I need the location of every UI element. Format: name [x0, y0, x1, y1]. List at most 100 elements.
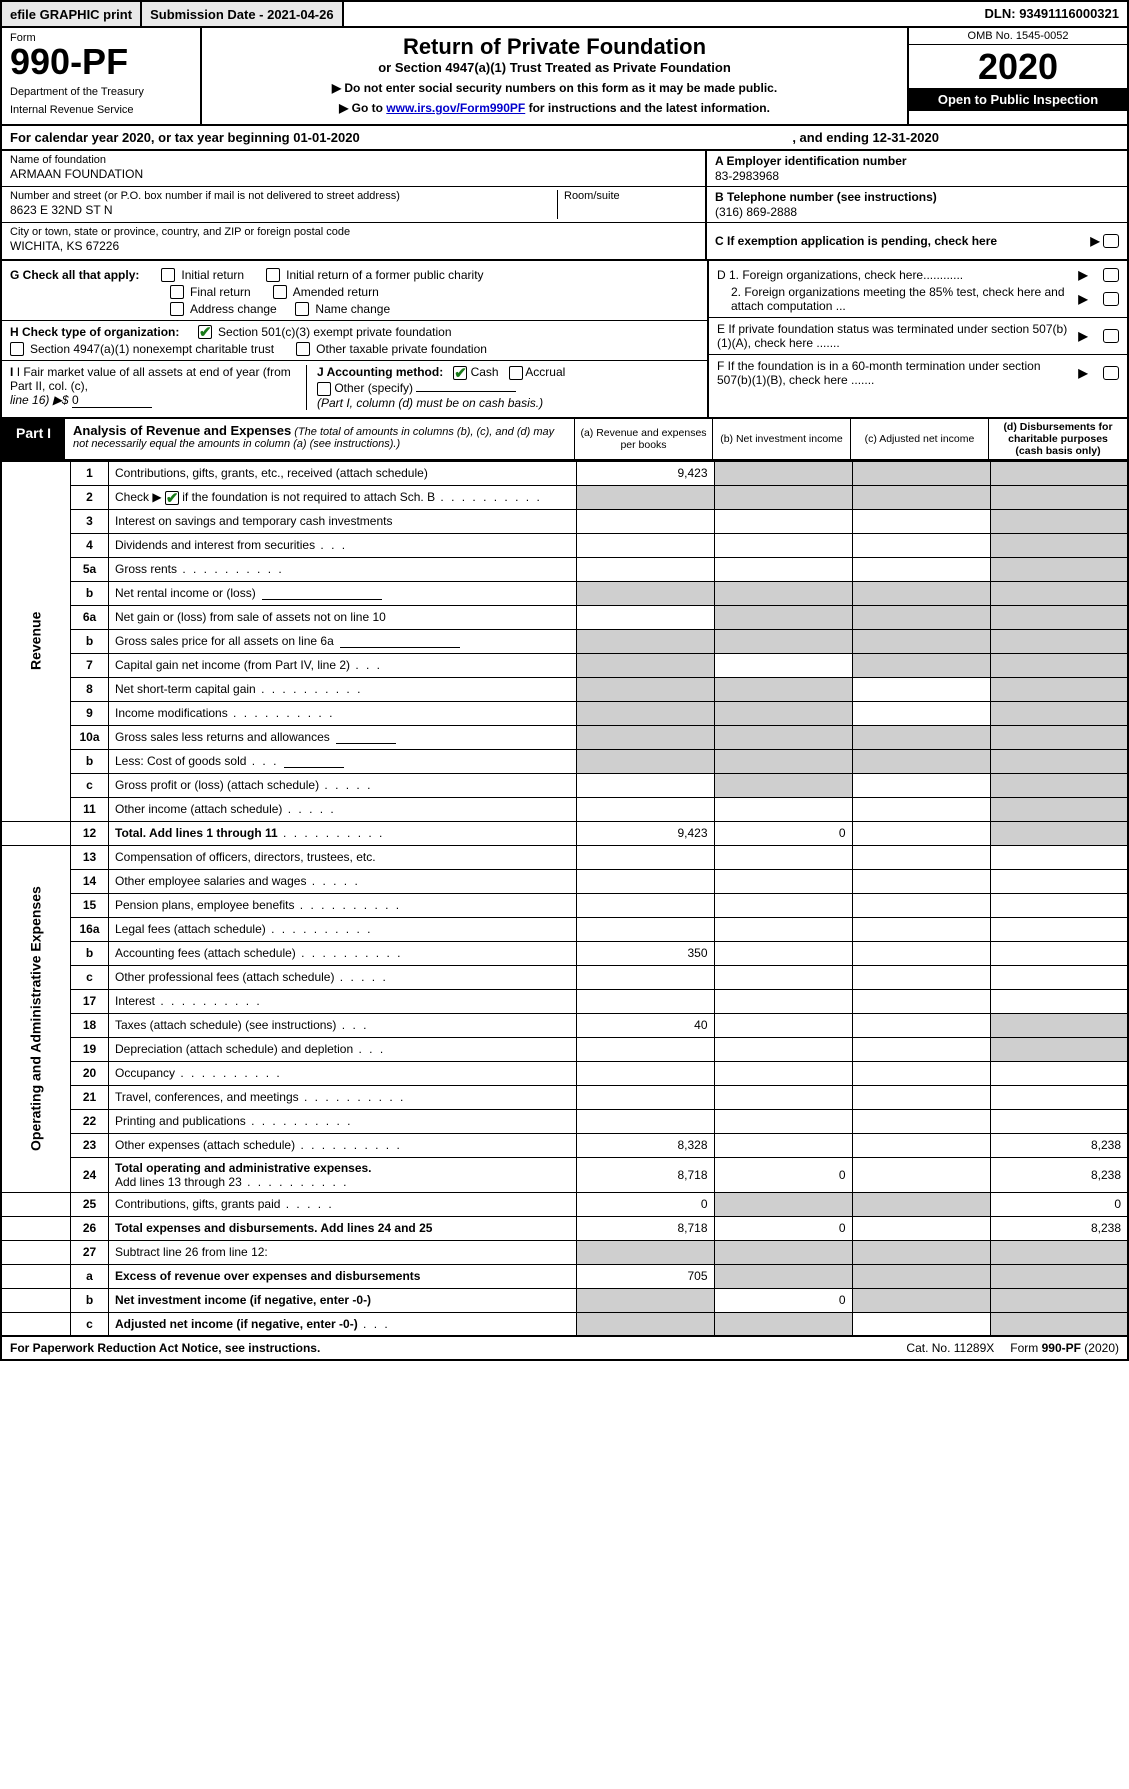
check-sections: G Check all that apply: Initial return I… — [0, 261, 1129, 419]
form-title: Return of Private Foundation — [214, 34, 895, 60]
address-change-checkbox[interactable] — [170, 302, 184, 316]
table-row: cGross profit or (loss) (attach schedule… — [1, 773, 1128, 797]
form990pf-link[interactable]: www.irs.gov/Form990PF — [386, 101, 525, 115]
col-d-header: (d) Disbursements for charitable purpose… — [989, 419, 1127, 459]
section-h: H Check type of organization: Section 50… — [10, 325, 699, 339]
col-b-header: (b) Net investment income — [713, 419, 851, 459]
table-row: 2 Check ▶ if the foundation is not requi… — [1, 485, 1128, 509]
accrual-method-checkbox[interactable] — [509, 366, 523, 380]
catalog-number: Cat. No. 11289X — [898, 1337, 1002, 1359]
sch-b-not-required-checkbox[interactable] — [165, 491, 179, 505]
table-row: bLess: Cost of goods sold — [1, 749, 1128, 773]
city-row: City or town, state or province, country… — [2, 223, 705, 259]
table-row: cOther professional fees (attach schedul… — [1, 965, 1128, 989]
501c3-checkbox[interactable] — [198, 325, 212, 339]
table-row: 6aNet gain or (loss) from sale of assets… — [1, 605, 1128, 629]
city-state-zip: WICHITA, KS 67226 — [10, 239, 697, 253]
efile-print-button[interactable]: efile GRAPHIC print — [2, 2, 142, 26]
part-1-table: Revenue 1 Contributions, gifts, grants, … — [0, 461, 1129, 1338]
amended-return-checkbox[interactable] — [273, 285, 287, 299]
year-block: OMB No. 1545-0052 2020 Open to Public In… — [907, 28, 1127, 124]
phone-value: (316) 869-2888 — [715, 205, 1119, 219]
form-number: 990-PF — [10, 44, 192, 80]
table-row: 4Dividends and interest from securities — [1, 533, 1128, 557]
table-row: bGross sales price for all assets on lin… — [1, 629, 1128, 653]
table-row: 17Interest — [1, 989, 1128, 1013]
form-version: Form 990-PF (2020) — [1002, 1337, 1127, 1359]
final-return-checkbox[interactable] — [170, 285, 184, 299]
fmv-value: 0 — [72, 393, 152, 408]
form-id-block: Form 990-PF Department of the Treasury I… — [2, 28, 202, 124]
table-row: 12Total. Add lines 1 through 119,4230 — [1, 821, 1128, 845]
60month-termination-checkbox[interactable] — [1103, 366, 1119, 380]
table-row: bNet rental income or (loss) — [1, 581, 1128, 605]
table-row: bAccounting fees (attach schedule)350 — [1, 941, 1128, 965]
cash-method-checkbox[interactable] — [453, 366, 467, 380]
section-f: F If the foundation is in a 60-month ter… — [717, 359, 1119, 387]
dln-number: DLN: 93491116000321 — [977, 2, 1127, 26]
initial-former-public-checkbox[interactable] — [266, 268, 280, 282]
irs-label: Internal Revenue Service — [10, 104, 192, 116]
table-row: 3Interest on savings and temporary cash … — [1, 509, 1128, 533]
revenue-vlabel: Revenue — [1, 461, 71, 821]
section-e: E If private foundation status was termi… — [717, 322, 1119, 350]
street-address: 8623 E 32ND ST N — [10, 203, 551, 217]
col-c-header: (c) Adjusted net income — [851, 419, 989, 459]
table-row: 21Travel, conferences, and meetings — [1, 1085, 1128, 1109]
table-row: 24Total operating and administrative exp… — [1, 1157, 1128, 1192]
other-taxable-checkbox[interactable] — [296, 342, 310, 356]
table-row: 9Income modifications — [1, 701, 1128, 725]
table-row: 7Capital gain net income (from Part IV, … — [1, 653, 1128, 677]
exemption-pending-checkbox[interactable] — [1103, 234, 1119, 248]
table-row: 23Other expenses (attach schedule)8,3288… — [1, 1133, 1128, 1157]
table-row: 8Net short-term capital gain — [1, 677, 1128, 701]
table-row: cAdjusted net income (if negative, enter… — [1, 1312, 1128, 1336]
phone-row: B Telephone number (see instructions) (3… — [707, 187, 1127, 223]
name-change-checkbox[interactable] — [295, 302, 309, 316]
omb-number: OMB No. 1545-0052 — [909, 28, 1127, 45]
page-footer: For Paperwork Reduction Act Notice, see … — [0, 1337, 1129, 1361]
part-1-tag: Part I — [2, 419, 65, 459]
initial-return-checkbox[interactable] — [161, 268, 175, 282]
foreign-85pct-checkbox[interactable] — [1103, 292, 1119, 306]
room-suite: Room/suite — [557, 190, 697, 219]
tax-year-begin: For calendar year 2020, or tax year begi… — [10, 130, 360, 145]
4947-checkbox[interactable] — [10, 342, 24, 356]
instructions-link-line: ▶ Go to www.irs.gov/Form990PF for instru… — [214, 101, 895, 115]
form-subtitle: or Section 4947(a)(1) Trust Treated as P… — [214, 60, 895, 75]
col-a-header: (a) Revenue and expenses per books — [575, 419, 713, 459]
tax-year: 2020 — [909, 45, 1127, 88]
top-bar: efile GRAPHIC print Submission Date - 20… — [0, 0, 1129, 28]
section-d1: D 1. Foreign organizations, check here..… — [717, 268, 1119, 282]
status-terminated-checkbox[interactable] — [1103, 329, 1119, 343]
form-990pf-page: efile GRAPHIC print Submission Date - 20… — [0, 0, 1129, 1361]
part-1-desc: Analysis of Revenue and Expenses (The to… — [65, 419, 575, 459]
table-row: 25Contributions, gifts, grants paid00 — [1, 1192, 1128, 1216]
table-row: aExcess of revenue over expenses and dis… — [1, 1264, 1128, 1288]
form-title-block: Return of Private Foundation or Section … — [202, 28, 907, 124]
table-row: Revenue 1 Contributions, gifts, grants, … — [1, 461, 1128, 485]
foreign-org-checkbox[interactable] — [1103, 268, 1119, 282]
table-row: Operating and Administrative Expenses 13… — [1, 845, 1128, 869]
exemption-pending-row: C If exemption application is pending, c… — [707, 223, 1127, 259]
ein-value: 83-2983968 — [715, 169, 1119, 183]
other-method-checkbox[interactable] — [317, 382, 331, 396]
table-row: 16aLegal fees (attach schedule) — [1, 917, 1128, 941]
table-row: 27Subtract line 26 from line 12: — [1, 1240, 1128, 1264]
table-row: 22Printing and publications — [1, 1109, 1128, 1133]
foundation-name-row: Name of foundation ARMAAN FOUNDATION — [2, 151, 705, 187]
table-row: bNet investment income (if negative, ent… — [1, 1288, 1128, 1312]
section-d2: 2. Foreign organizations meeting the 85%… — [717, 285, 1119, 313]
ssn-warning: ▶ Do not enter social security numbers o… — [214, 81, 895, 95]
table-row: 26Total expenses and disbursements. Add … — [1, 1216, 1128, 1240]
calendar-year-row: For calendar year 2020, or tax year begi… — [0, 126, 1129, 151]
table-row: 15Pension plans, employee benefits — [1, 893, 1128, 917]
section-g: G Check all that apply: Initial return I… — [10, 268, 699, 282]
dept-treasury: Department of the Treasury — [10, 86, 192, 98]
ein-row: A Employer identification number 83-2983… — [707, 151, 1127, 187]
entity-info-block: Name of foundation ARMAAN FOUNDATION Num… — [0, 151, 1129, 261]
tax-year-end: , and ending 12-31-2020 — [792, 130, 1119, 145]
paperwork-notice: For Paperwork Reduction Act Notice, see … — [2, 1337, 898, 1359]
cash-basis-note: (Part I, column (d) must be on cash basi… — [317, 396, 543, 410]
table-row: 11Other income (attach schedule) — [1, 797, 1128, 821]
